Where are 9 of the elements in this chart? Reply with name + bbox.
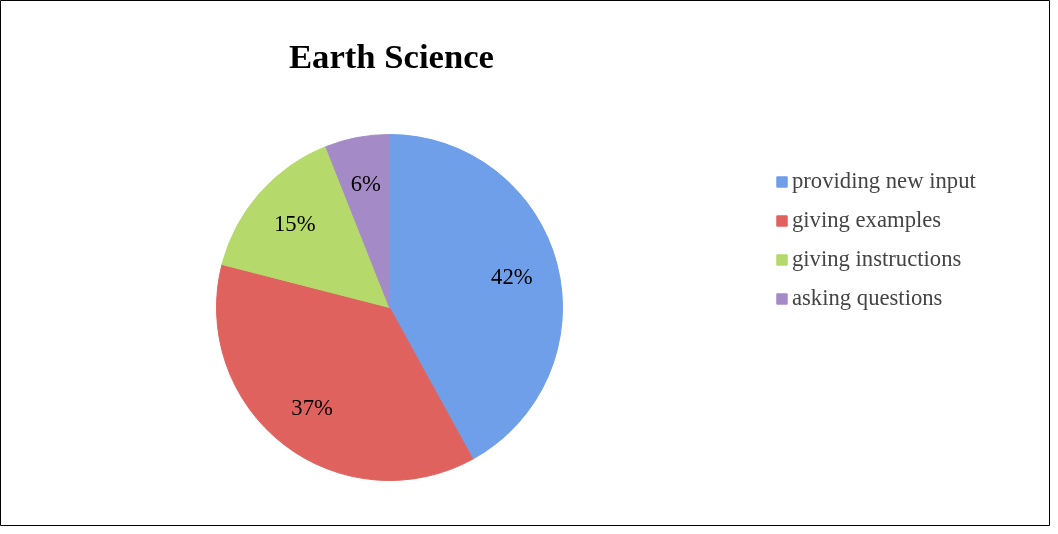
data-label: 6% [350,170,382,196]
legend-label: asking questions [792,285,943,311]
chart-title: Earth Science [288,36,495,75]
legend-label: giving examples [792,207,942,233]
legend-label: providing new input [792,168,976,194]
data-label: 15% [274,211,316,237]
data-label: 42% [491,263,533,289]
legend-label: giving instructions [792,246,962,272]
data-label: 37% [291,394,333,420]
